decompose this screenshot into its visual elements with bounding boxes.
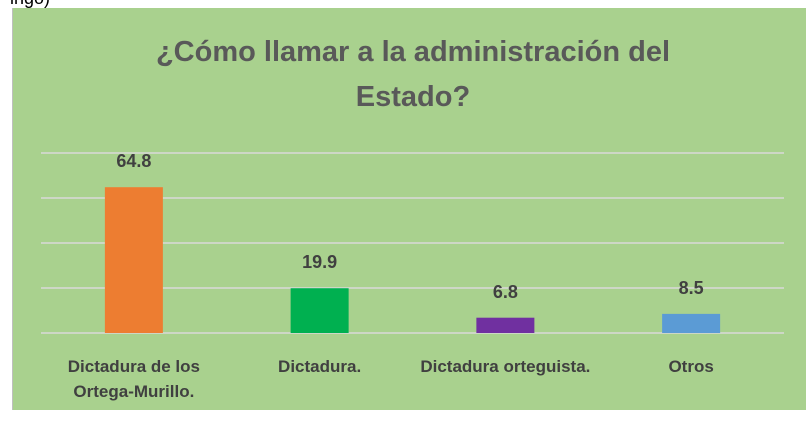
x-tick-label: Dictadura. — [278, 357, 362, 376]
chart-title: ¿Cómo llamar a la administración del Est… — [155, 36, 671, 113]
plot — [41, 152, 784, 334]
x-tick-label: Otros — [668, 357, 714, 376]
bar — [476, 317, 535, 333]
bar — [104, 187, 163, 333]
data-label: 64.8 — [116, 151, 152, 172]
chart: ¿Cómo llamar a la administración del Est… — [12, 8, 806, 410]
data-label: 8.5 — [678, 277, 704, 298]
data-label: 6.8 — [492, 281, 518, 302]
bar — [662, 313, 721, 333]
text-fragment: ingo) — [10, 0, 50, 9]
bar — [290, 288, 349, 333]
x-tick-label: Dictadura de los Ortega-Murillo. — [67, 357, 200, 401]
data-label: 19.9 — [302, 252, 338, 273]
x-tick-label: Dictadura orteguista. — [420, 357, 591, 376]
